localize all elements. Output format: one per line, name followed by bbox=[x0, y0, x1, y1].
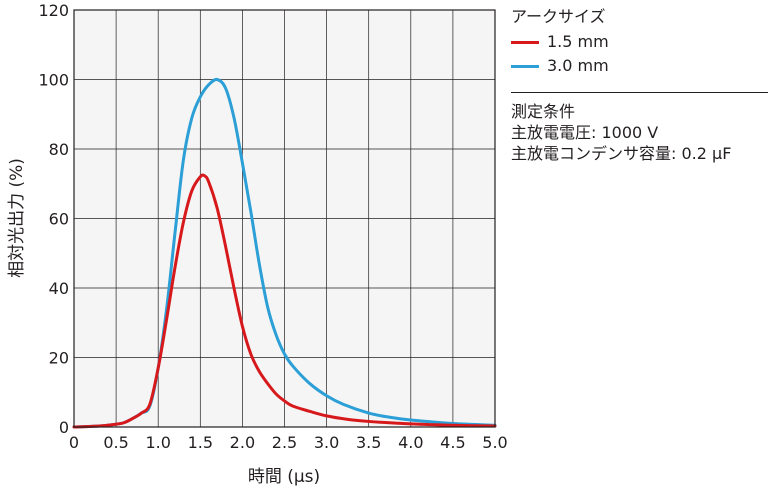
y-tick-label: 0 bbox=[59, 418, 69, 437]
x-tick-label: 2.0 bbox=[230, 433, 255, 452]
series-line-1-5mm bbox=[72, 173, 497, 429]
x-axis-tick-labels: 0 0.5 1.0 1.5 2.0 2.5 3.0 3.5 4.0 4.5 5.0 bbox=[69, 433, 508, 452]
y-tick-label: 120 bbox=[38, 1, 69, 20]
x-tick-label: 2.5 bbox=[272, 433, 297, 452]
x-tick-label: 0 bbox=[69, 433, 79, 452]
legend-swatch-red bbox=[511, 40, 539, 44]
x-tick-label: 0.5 bbox=[103, 433, 128, 452]
y-axis-tick-labels: 0 20 40 60 80 100 120 bbox=[38, 1, 69, 437]
x-axis-label: 時間 (μs) bbox=[248, 467, 320, 487]
x-tick-label: 1.0 bbox=[145, 433, 170, 452]
y-axis-label: 相対光出力 (%) bbox=[7, 158, 27, 278]
y-tick-label: 60 bbox=[49, 210, 69, 229]
x-tick-label: 3.0 bbox=[314, 433, 339, 452]
legend-item-1-5mm: 1.5 mm bbox=[511, 30, 769, 54]
series-lines bbox=[72, 77, 497, 429]
legend-title: アークサイズ bbox=[511, 7, 606, 26]
x-tick-label: 1.5 bbox=[188, 433, 213, 452]
conditions-title: 測定条件 bbox=[511, 102, 576, 121]
condition-voltage: 主放電電圧: 1000 V bbox=[511, 123, 659, 142]
condition-capacitance: 主放電コンデンサ容量: 0.2 μF bbox=[511, 144, 732, 163]
legend-item-3-0mm: 3.0 mm bbox=[511, 54, 769, 78]
legend-panel: アークサイズ 1.5 mm 3.0 mm 測定条件 主放電電圧: 1000 V … bbox=[511, 6, 769, 164]
y-tick-label: 40 bbox=[49, 279, 69, 298]
y-tick-label: 80 bbox=[49, 140, 69, 159]
y-tick-label: 100 bbox=[38, 71, 69, 90]
y-tick-label: 20 bbox=[49, 349, 69, 368]
legend-label: 3.0 mm bbox=[547, 56, 609, 75]
legend-label: 1.5 mm bbox=[547, 32, 609, 51]
legend-divider bbox=[511, 92, 768, 93]
legend-swatch-blue bbox=[511, 64, 539, 68]
x-tick-label: 4.0 bbox=[398, 433, 423, 452]
plot-frame bbox=[73, 9, 496, 428]
x-tick-label: 4.5 bbox=[440, 433, 465, 452]
x-tick-label: 5.0 bbox=[482, 433, 507, 452]
x-tick-label: 3.5 bbox=[356, 433, 381, 452]
